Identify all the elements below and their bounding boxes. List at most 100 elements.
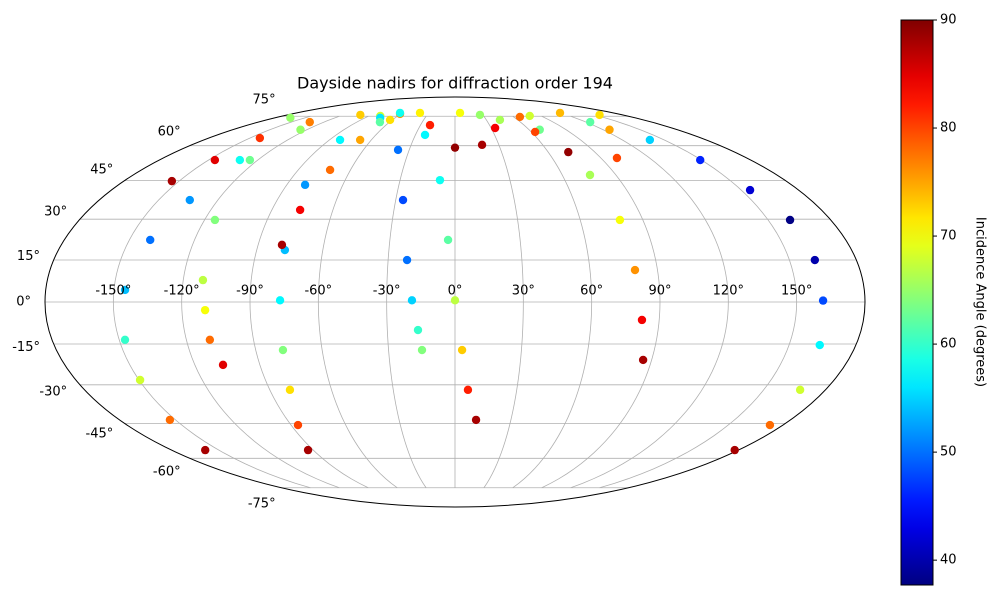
y-tick-label: 75° [253,92,276,107]
point [375,117,385,127]
point [475,110,485,120]
colorbar-label: Incidence Angle (degrees) [973,217,988,387]
point [210,155,220,165]
x-tick-label: -150° [95,284,131,299]
colorbar-tick-label: 40 [940,553,957,568]
point [286,113,295,123]
point [463,385,473,395]
point [425,120,435,130]
grid-line [541,115,661,489]
grid-line [570,115,729,489]
point [696,155,705,165]
point [564,147,573,157]
point [205,335,215,345]
point [385,115,395,125]
point [235,155,245,165]
point [515,112,525,122]
point [275,296,285,305]
point [356,110,365,120]
grid-line [599,115,798,489]
point [455,108,465,118]
point [300,180,310,190]
x-tick-label: 60° [580,284,603,299]
colorbar-tick-label: 50 [940,445,957,460]
point [615,215,625,225]
grid-line [249,115,369,489]
point [393,145,403,155]
x-tick-label: -30° [373,284,401,299]
point [638,355,648,365]
point [120,285,130,295]
grid-line [386,116,427,488]
point [135,375,145,385]
point [218,360,228,370]
x-tick-label: 120° [713,284,744,299]
map-boundary [44,96,866,508]
point [335,135,345,145]
point [730,445,739,455]
point [303,445,313,455]
y-tick-label: 0° [16,295,31,310]
point [530,127,540,137]
point [435,175,445,185]
point [637,315,647,325]
grid-line [112,115,311,489]
point [450,143,460,152]
point [398,195,408,205]
point [285,385,295,395]
point [200,305,210,315]
point [355,135,365,145]
point [277,240,287,250]
point [198,275,208,285]
point [255,133,265,143]
point [296,125,305,134]
point [245,155,255,165]
x-tick-label: -60° [304,284,332,299]
colorbar-tick-label: 70 [940,229,957,244]
point [585,117,595,127]
point [185,195,194,205]
point [612,153,622,163]
point [785,215,795,225]
chart-title: Dayside nadirs for diffraction order 194 [297,74,613,93]
point [585,170,595,180]
x-tick-label: -120° [164,284,200,299]
point [165,415,175,425]
point [395,108,405,118]
point [407,296,417,305]
point [305,117,314,127]
point [201,445,210,455]
y-tick-label: -30° [39,385,67,400]
colorbar [900,19,934,586]
point [630,265,640,275]
point [555,108,565,118]
colorbar-axis: 40 50 60 70 80 90 [933,13,957,568]
y-tick-label: 15° [17,249,40,264]
point [595,110,604,120]
point [818,296,828,305]
grid-line [483,116,524,488]
point [477,140,487,150]
point [605,125,614,134]
y-tick-label: -75° [248,497,276,512]
point [795,385,805,395]
point [210,215,220,225]
x-tick-label: -90° [236,284,264,299]
y-tick-label: -60° [153,465,181,480]
point [765,420,775,430]
point [420,130,430,140]
y-tick-label: 45° [90,162,113,177]
grid-line [181,115,340,489]
x-tick-label: 150° [781,284,812,299]
grid-line [512,115,593,489]
point [415,108,425,118]
point [402,255,412,265]
x-tick-label: 30° [512,284,535,299]
x-tick-label: 90° [648,284,671,299]
y-tick-label: -15° [12,340,40,355]
y-tick-label: 60° [158,124,181,139]
point [325,165,335,175]
y-tick-label: 30° [44,204,67,219]
colorbar-tick-label: 80 [940,121,957,136]
